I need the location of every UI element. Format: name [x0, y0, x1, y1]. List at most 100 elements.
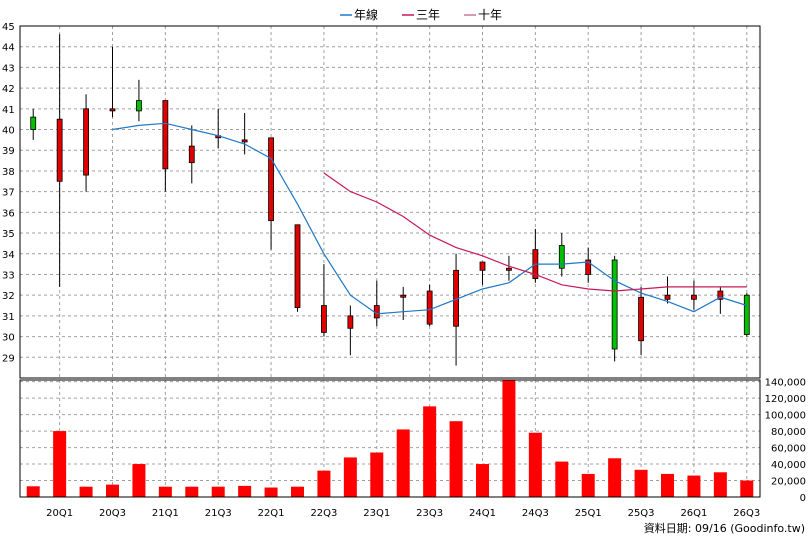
price-tick-label: 41 [2, 105, 15, 116]
candle-body [30, 116, 37, 130]
volume-bar [396, 429, 410, 497]
volume-tick-label: 140,000 [765, 378, 806, 389]
x-tick-label: 25Q1 [575, 508, 602, 519]
volume-bar [79, 486, 93, 497]
volume-tick-label: 40,000 [771, 460, 806, 471]
candlestick-series [30, 34, 750, 366]
legend-label: 十年 [478, 8, 502, 22]
candle-body [664, 294, 671, 300]
volume-bar [555, 461, 569, 497]
x-tick-label: 23Q1 [363, 508, 390, 519]
candle-body [347, 315, 354, 329]
volume-bar [476, 464, 489, 497]
volume-tick-label: 80,000 [771, 427, 806, 438]
price-tick-label: 32 [2, 291, 15, 302]
candle-body [743, 294, 750, 335]
volume-bar-series [26, 380, 754, 497]
price-panel-frame [19, 25, 761, 379]
candle-body [268, 137, 274, 222]
three-year-line-series [323, 172, 747, 292]
candle-body [373, 305, 380, 319]
candle-body [321, 305, 327, 333]
legend: 年線 三年 十年 [340, 7, 502, 22]
volume-bar [581, 473, 595, 497]
volume-tick-label: 0 [800, 493, 806, 504]
candle-body [717, 290, 724, 300]
candle-body [585, 259, 592, 275]
x-tick-label: 23Q3 [416, 508, 443, 519]
volume-tick-label: 100,000 [765, 411, 806, 422]
candle-body [83, 108, 89, 176]
x-tick-label: 22Q1 [258, 508, 285, 519]
volume-bar [528, 432, 542, 497]
price-tick-label: 33 [2, 270, 15, 281]
year-line-series [112, 122, 747, 315]
price-tick-label: 29 [2, 353, 15, 364]
x-axis: 20Q1 20Q3 21Q1 21Q3 22Q1 22Q3 23Q1 23Q3 24Q1 24Q3… [46, 508, 760, 519]
volume-bar [740, 480, 754, 497]
volume-bar [317, 470, 331, 497]
candle-body [56, 118, 63, 182]
candle-body [188, 145, 195, 164]
x-tick-label: 20Q3 [99, 508, 126, 519]
candle-body [294, 224, 301, 309]
volume-bar [211, 486, 225, 497]
volume-bar [238, 485, 252, 497]
volume-bar [502, 380, 516, 497]
price-tick-label: 40 [2, 126, 15, 137]
volume-bar [53, 431, 67, 497]
volume-bar [634, 469, 648, 497]
price-tick-label: 34 [2, 250, 15, 261]
candle-body [611, 259, 618, 350]
x-tick-label: 26Q3 [733, 508, 760, 519]
x-tick-label: 24Q3 [522, 508, 549, 519]
price-tick-label: 43 [2, 63, 15, 74]
moving-average-lines [112, 122, 747, 315]
price-y-axis: 29 30 31 32 33 34 35 36 37 38 39 40 41 42 43 44 45 [2, 22, 15, 364]
volume-bar [264, 487, 278, 497]
volume-bar [106, 484, 119, 497]
price-tick-label: 39 [2, 146, 15, 157]
volume-bar [713, 472, 727, 497]
price-tick-label: 30 [2, 333, 15, 344]
x-tick-label: 21Q3 [205, 508, 232, 519]
legend-label: 三年 [416, 8, 440, 22]
volume-bar [132, 464, 146, 497]
candle-body [691, 294, 697, 300]
candle-body [506, 267, 512, 271]
volume-tick-label: 60,000 [771, 444, 806, 455]
volume-bar [608, 458, 622, 497]
volume-bar [158, 486, 172, 497]
legend-label: 年線 [354, 7, 378, 22]
price-tick-label: 31 [2, 312, 15, 323]
x-tick-label: 22Q3 [310, 508, 337, 519]
plot-frame [19, 25, 761, 498]
price-tick-label: 44 [2, 43, 15, 54]
volume-bar [661, 473, 674, 497]
price-tick-label: 42 [2, 84, 15, 95]
candle-body [558, 245, 565, 269]
x-tick-label: 25Q3 [628, 508, 655, 519]
volume-bar [291, 486, 304, 497]
candle-body [162, 100, 169, 170]
volume-bar [26, 486, 40, 497]
volume-bar [185, 486, 199, 497]
volume-y-axis: 0 20,000 40,000 60,000 80,000 100,000 120,000 1… [765, 378, 806, 504]
price-tick-label: 37 [2, 188, 15, 199]
price-tick-label: 36 [2, 208, 15, 219]
volume-bar [687, 475, 701, 497]
x-tick-label: 26Q1 [680, 508, 707, 519]
volume-tick-label: 20,000 [771, 477, 806, 488]
volume-bar [423, 406, 437, 497]
price-tick-label: 45 [2, 22, 15, 33]
candle-body [426, 290, 433, 325]
data-date-footer: 資料日期: 09/16 (Goodinfo.tw) [644, 521, 805, 535]
candle-body [638, 296, 644, 342]
candle-body [136, 100, 142, 112]
candle-body [241, 139, 248, 143]
volume-bar [343, 457, 357, 497]
x-tick-label: 20Q1 [46, 508, 73, 519]
volume-bar [370, 452, 384, 497]
